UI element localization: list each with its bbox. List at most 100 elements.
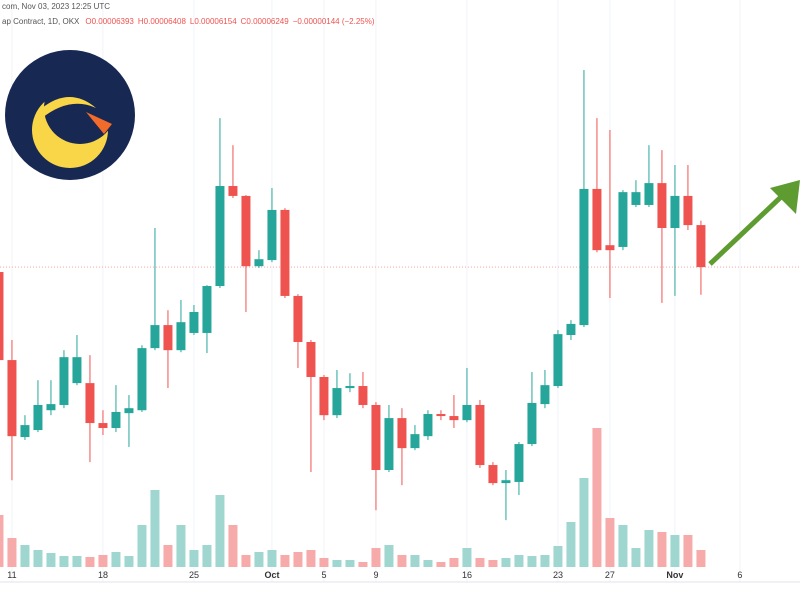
volume-bar	[150, 490, 160, 567]
candle-body	[449, 416, 459, 421]
volume-bar	[631, 548, 641, 567]
candle-body	[163, 325, 173, 351]
candle-body	[462, 404, 472, 421]
volume-bar	[449, 558, 459, 567]
volume-bar	[540, 555, 550, 567]
volume-bar	[436, 562, 446, 567]
volume-bar	[592, 428, 602, 567]
candle-body	[189, 311, 199, 333]
candle-body	[215, 186, 225, 287]
volume-bar	[111, 552, 121, 567]
candle-body	[85, 383, 95, 424]
volume-bar	[683, 535, 693, 567]
candle-body	[436, 414, 446, 417]
volume-bar	[423, 560, 433, 567]
candle-body	[475, 404, 485, 466]
candle-body	[410, 434, 420, 449]
x-tick-label: 9	[373, 570, 378, 580]
volume-bar	[410, 555, 420, 567]
candle-body	[332, 388, 342, 416]
volume-bar	[7, 538, 17, 567]
candle-body	[137, 348, 147, 411]
candle-body	[657, 183, 667, 228]
volume-bar	[358, 562, 368, 567]
volume-bar	[306, 550, 316, 567]
candle-body	[566, 323, 576, 336]
candle-body	[267, 209, 277, 261]
x-tick-label: Oct	[264, 570, 279, 580]
header-ohlc-value: O0.00006393	[85, 17, 134, 26]
volume-bar	[644, 530, 654, 567]
candle-body	[345, 386, 355, 389]
volume-bar	[163, 545, 173, 567]
volume-bar	[20, 545, 30, 567]
x-tick-label: 18	[98, 570, 108, 580]
volume-bar	[501, 558, 511, 567]
candle-body	[618, 192, 628, 247]
volume-bar	[254, 552, 264, 567]
candle-body	[202, 286, 212, 333]
volume-bar	[280, 555, 290, 567]
volume-bar	[59, 556, 69, 567]
candle-body	[371, 404, 381, 470]
volume-bar	[98, 555, 108, 567]
header-ohlc: O0.00006393 H0.00006408 L0.00006154 C0.0000…	[85, 17, 374, 26]
candle-layer	[0, 69, 706, 521]
volume-bar	[696, 550, 706, 567]
volume-bar	[176, 525, 186, 567]
header-source: com, Nov 03, 2023 12:25 UTC	[2, 2, 110, 11]
volume-bar	[488, 560, 498, 567]
candle-body	[7, 360, 17, 437]
volume-bar	[46, 553, 56, 567]
candle-body	[683, 195, 693, 226]
candle-body	[579, 188, 589, 326]
candle-body	[397, 418, 407, 449]
candle-body	[33, 404, 43, 431]
candle-body	[540, 385, 550, 405]
candle-body	[228, 186, 238, 196]
volume-bar	[475, 558, 485, 567]
candle-body	[670, 195, 680, 228]
x-tick-label: 27	[605, 570, 615, 580]
candle-body	[176, 322, 186, 351]
volume-bar	[371, 548, 381, 567]
volume-bar	[189, 550, 199, 567]
candle-body	[72, 357, 82, 384]
x-tick-label: 5	[321, 570, 326, 580]
volume-bar	[228, 525, 238, 567]
candle-body	[488, 465, 498, 484]
header-ohlc-value: L0.00006154	[190, 17, 237, 26]
volume-bar	[241, 555, 251, 567]
candle-body	[423, 414, 433, 437]
candle-body	[98, 423, 108, 429]
candle-body	[696, 225, 706, 268]
x-tick-label: 16	[462, 570, 472, 580]
volume-bar	[657, 532, 667, 567]
candle-body	[527, 402, 537, 445]
candle-body	[111, 411, 121, 429]
volume-bar	[0, 515, 4, 567]
x-axis: 11 18 25 Oct 5 9 16 23 27 Nov 6	[7, 570, 742, 580]
candle-body	[384, 418, 394, 470]
x-tick-label: 6	[737, 570, 742, 580]
header-contract: ap Contract, 1D, OKX	[2, 17, 80, 26]
volume-bar	[85, 557, 95, 567]
volume-bar	[566, 522, 576, 567]
x-tick-label: Nov	[666, 570, 683, 580]
volume-bar	[72, 556, 82, 567]
volume-bar	[553, 546, 563, 567]
candle-body	[46, 404, 56, 411]
header-ohlc-value: −0.00000144 (−2.25%)	[293, 17, 375, 26]
candle-body	[293, 295, 303, 342]
volume-bar	[527, 556, 537, 567]
candle-body	[0, 272, 4, 361]
volume-bar	[293, 552, 303, 567]
candle-body	[514, 444, 524, 482]
volume-bar	[514, 555, 524, 567]
candle-body	[59, 357, 69, 405]
volume-bar	[579, 478, 589, 567]
x-tick-label: 11	[7, 570, 16, 580]
volume-bar	[319, 558, 329, 567]
